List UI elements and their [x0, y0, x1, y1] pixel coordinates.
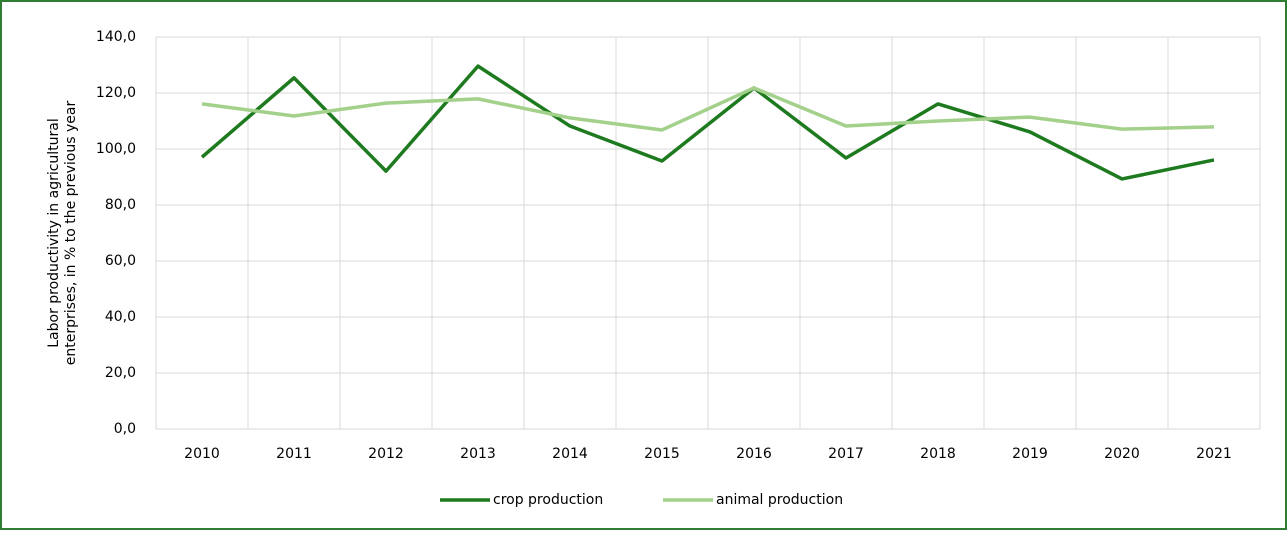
y-tick-label: 140,0: [96, 29, 136, 45]
x-tick-label: 2011: [276, 446, 312, 462]
legend-label: animal production: [716, 492, 843, 508]
x-tick-label: 2021: [1196, 446, 1232, 462]
x-tick-label: 2015: [644, 446, 680, 462]
x-tick-label: 2018: [920, 446, 956, 462]
y-tick-label: 80,0: [105, 197, 136, 213]
x-tick-label: 2013: [460, 446, 496, 462]
x-tick-label: 2020: [1104, 446, 1140, 462]
y-tick-label: 100,0: [96, 141, 136, 157]
y-tick-label: 20,0: [105, 365, 136, 381]
x-tick-label: 2010: [184, 446, 220, 462]
x-tick-label: 2019: [1012, 446, 1048, 462]
x-tick-label: 2014: [552, 446, 588, 462]
legend-label: crop production: [493, 492, 603, 508]
x-tick-label: 2012: [368, 446, 404, 462]
y-tick-label: 60,0: [105, 253, 136, 269]
y-tick-label: 0,0: [114, 421, 136, 437]
line: [200, 64, 1215, 181]
y-tick-label: 120,0: [96, 85, 136, 101]
y-axis-label: Labor productivity in agriculturalenterp…: [46, 101, 79, 366]
y-tick-label: 40,0: [105, 309, 136, 325]
x-tick-label: 2017: [828, 446, 864, 462]
line: [201, 86, 1215, 132]
x-tick-label: 2016: [736, 446, 772, 462]
